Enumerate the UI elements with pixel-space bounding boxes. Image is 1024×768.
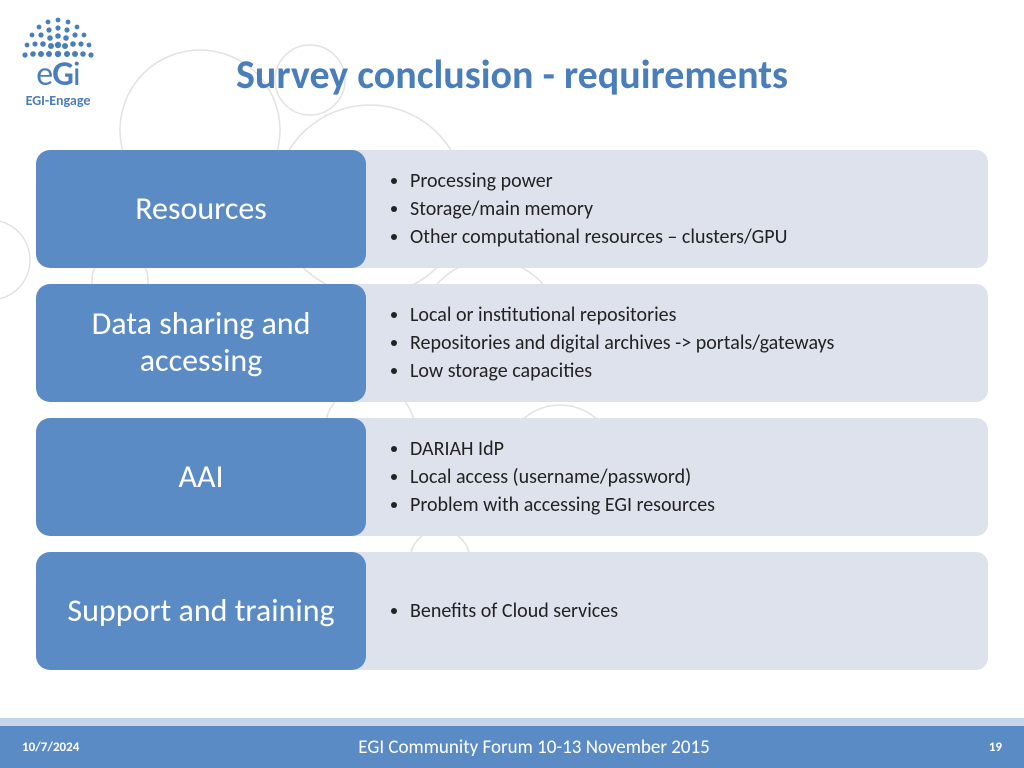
row-item: Processing power <box>410 167 968 195</box>
row-item: Local access (username/password) <box>410 463 968 491</box>
requirement-row: Support and training Benefits of Cloud se… <box>36 552 988 670</box>
footer-page-number: 19 <box>989 740 1002 755</box>
row-item: Repositories and digital archives -> por… <box>410 329 968 357</box>
requirement-row: Data sharing and accessingLocal or insti… <box>36 284 988 402</box>
row-item: DARIAH IdP <box>410 435 968 463</box>
row-label: Resources <box>36 150 366 268</box>
footer: 10/7/2024 EGI Community Forum 10-13 Nove… <box>0 718 1024 768</box>
row-item: Other computational resources – clusters… <box>410 223 968 251</box>
row-body: Local or institutional repositoriesRepos… <box>354 284 988 402</box>
row-label: Data sharing and accessing <box>36 284 366 402</box>
footer-accent-bar <box>0 718 1024 726</box>
footer-date: 10/7/2024 <box>22 740 79 755</box>
row-body: DARIAH IdPLocal access (username/passwor… <box>354 418 988 536</box>
row-item: Benefits of Cloud services <box>410 597 968 625</box>
footer-event: EGI Community Forum 10-13 November 2015 <box>79 736 989 759</box>
row-item: Local or institutional repositories <box>410 301 968 329</box>
requirement-row: ResourcesProcessing powerStorage/main me… <box>36 150 988 268</box>
row-body: Benefits of Cloud services <box>354 552 988 670</box>
row-item: Problem with accessing EGI resources <box>410 491 968 519</box>
slide-title: Survey conclusion - requirements <box>0 50 1024 99</box>
requirement-row: AAIDARIAH IdPLocal access (username/pass… <box>36 418 988 536</box>
content-area: ResourcesProcessing powerStorage/main me… <box>36 150 988 670</box>
row-label: Support and training <box>36 552 366 670</box>
row-body: Processing powerStorage/main memoryOther… <box>354 150 988 268</box>
footer-bar: 10/7/2024 EGI Community Forum 10-13 Nove… <box>0 726 1024 768</box>
row-label: AAI <box>36 418 366 536</box>
row-item: Low storage capacities <box>410 357 968 385</box>
row-item: Storage/main memory <box>410 195 968 223</box>
